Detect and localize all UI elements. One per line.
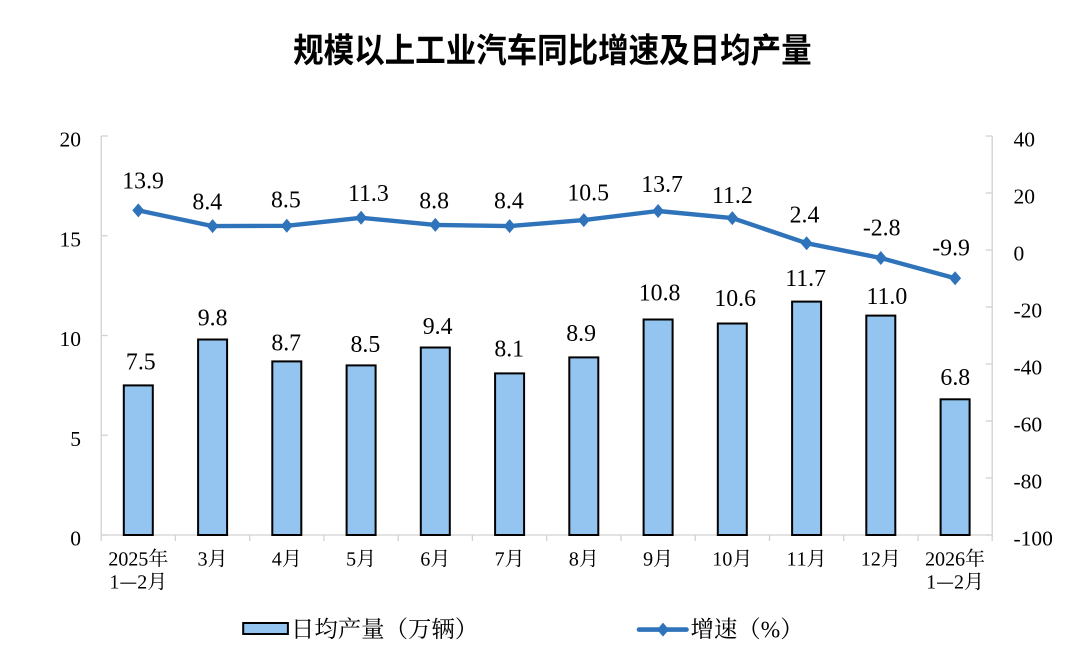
svg-text:8.4: 8.4 [494,188,524,214]
svg-text:40: 40 [1014,128,1036,152]
svg-text:20: 20 [1014,185,1036,209]
svg-text:10: 10 [60,327,82,351]
svg-text:-40: -40 [1014,356,1043,380]
svg-text:8.7: 8.7 [271,331,301,357]
svg-text:-60: -60 [1014,413,1043,437]
svg-text:15: 15 [60,227,82,251]
svg-text:8.4: 8.4 [192,190,222,216]
svg-text:13.9: 13.9 [122,169,164,195]
svg-text:-9.9: -9.9 [932,236,970,262]
svg-text:7.5: 7.5 [126,349,156,375]
svg-text:0: 0 [70,527,81,551]
svg-text:8.5: 8.5 [351,332,381,358]
svg-text:8.8: 8.8 [419,188,449,214]
svg-text:8.9: 8.9 [566,321,596,347]
svg-text:8.5: 8.5 [271,188,301,214]
svg-text:11.2: 11.2 [712,183,753,209]
svg-text:5: 5 [70,427,81,451]
svg-text:9.4: 9.4 [423,314,453,340]
svg-text:13.7: 13.7 [641,172,683,198]
svg-text:-80: -80 [1014,470,1043,494]
svg-text:0: 0 [1014,242,1025,266]
svg-text:6.8: 6.8 [940,365,970,391]
svg-text:-100: -100 [1014,527,1053,551]
svg-text:11.0: 11.0 [867,284,908,310]
svg-text:10.6: 10.6 [714,286,756,312]
svg-text:-20: -20 [1014,299,1043,323]
svg-text:20: 20 [60,128,82,152]
svg-text:2.4: 2.4 [790,202,820,228]
svg-text:11.3: 11.3 [348,181,389,207]
svg-text:10.5: 10.5 [567,181,609,207]
svg-text:10.8: 10.8 [639,281,681,307]
svg-text:11.7: 11.7 [785,266,826,292]
svg-text:9.8: 9.8 [198,306,228,332]
svg-text:-2.8: -2.8 [863,216,901,242]
svg-text:8.1: 8.1 [494,337,524,363]
